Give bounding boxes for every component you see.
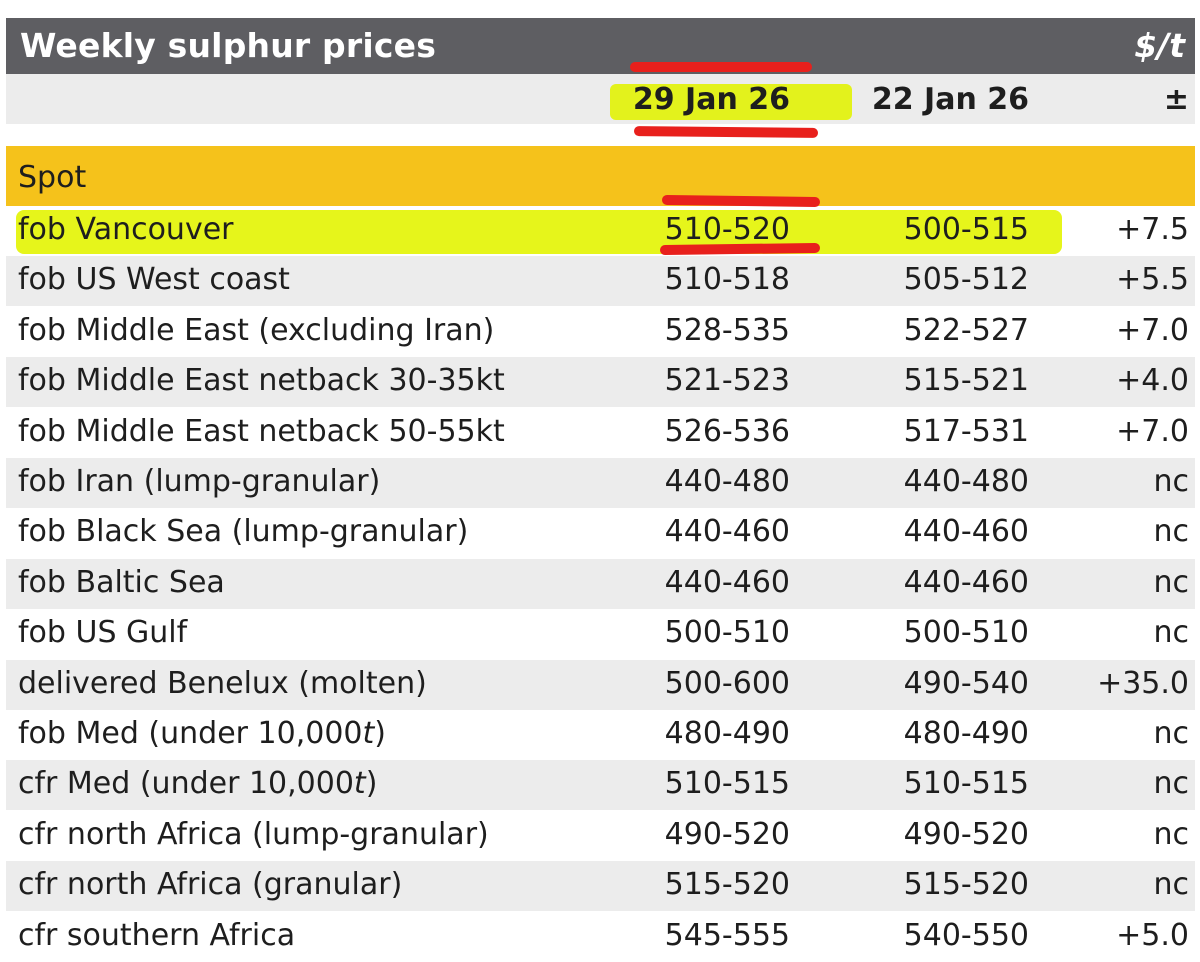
row-previous-price: 490-520 [903,816,1029,852]
table-row: fob Middle East netback 50-55kt 526-536 51… [6,407,1195,458]
row-change: +7.5 [1116,212,1189,247]
row-name: fob Black Sea (lump-granular) [18,514,469,550]
table-unit: $/t [1134,26,1185,65]
column-header-previous: 22 Jan 26 [871,82,1029,117]
row-current-price: 440-480 [664,464,790,499]
row-change: nc [1153,464,1189,499]
date-header-row [6,74,1195,124]
table-row: cfr southern Africa 545-555 540-550 +5.0 [6,911,1195,962]
table-row: fob US West coast 510-518 505-512 +5.5 [6,256,1195,307]
row-current-price: 526-536 [664,413,790,449]
row-previous-price: 480-490 [903,716,1029,751]
row-previous-price: 540-550 [903,917,1029,953]
row-current-price: 510-520 [664,212,790,247]
table-row: cfr north Africa (granular) 515-520 515-52… [6,861,1195,912]
row-name: cfr north Africa (granular) [18,867,403,903]
row-current-price: 528-535 [664,312,790,348]
row-highlight [16,210,1062,254]
row-name: cfr Med (under 10,000t) [18,766,378,802]
section-label: Spot [18,160,87,195]
row-change: nc [1153,867,1189,903]
row-previous-price: 440-460 [903,564,1029,600]
row-change: +5.5 [1116,262,1189,298]
row-current-price: 480-490 [664,716,790,751]
row-change: +7.0 [1116,413,1189,449]
row-current-price: 515-520 [664,867,790,903]
table-row: cfr Med (under 10,000t) 510-515 510-515 nc [6,760,1195,811]
row-change: nc [1153,615,1189,651]
column-header-current: 29 Jan 26 [632,82,790,117]
row-change: +4.0 [1116,363,1189,399]
row-name: cfr north Africa (lump-granular) [18,816,489,852]
row-name: fob Med (under 10,000t) [18,716,386,751]
row-name: fob Middle East netback 50-55kt [18,413,505,449]
column-header-change: ± [1163,82,1189,117]
row-previous-price: 517-531 [903,413,1029,449]
table-row: fob Med (under 10,000t) 480-490 480-490 nc [6,710,1195,760]
table-row: delivered Benelux (molten) 500-600 490-540… [6,659,1195,710]
row-current-price: 510-515 [664,766,790,802]
row-current-price: 500-600 [664,665,790,701]
row-change: nc [1153,716,1189,751]
red-underline-mark [630,62,812,72]
red-underline-mark [633,126,819,138]
row-previous-price: 515-520 [903,867,1029,903]
table-row: fob Middle East netback 30-35kt 521-523 51… [6,357,1195,408]
table-row: fob Baltic Sea 440-460 440-460 nc [6,558,1195,609]
row-name: delivered Benelux (molten) [18,665,427,701]
row-name: fob US Gulf [18,615,188,651]
row-previous-price: 515-521 [903,363,1029,399]
table-row: cfr north Africa (lump-granular) 490-520 4… [6,810,1195,861]
date-header-labels: 29 Jan 26 22 Jan 26 ± [6,74,1195,124]
row-name: cfr southern Africa [18,917,296,953]
row-change: nc [1153,816,1189,852]
row-change: +5.0 [1116,917,1189,953]
row-previous-price: 440-460 [903,514,1029,550]
row-previous-price: 490-540 [903,665,1029,701]
date-highlight [610,84,852,120]
spacer [6,124,1195,146]
row-change: nc [1153,514,1189,550]
section-header-spot: Spot [6,146,1195,206]
row-previous-price: 500-510 [903,615,1029,651]
row-previous-price: 500-515 [903,212,1029,247]
row-change: +7.0 [1116,312,1189,348]
row-change: +35.0 [1097,665,1189,701]
row-current-price: 440-460 [664,564,790,600]
row-previous-price: 505-512 [903,262,1029,298]
row-name: fob Vancouver [18,212,234,247]
row-current-price: 440-460 [664,514,790,550]
table-row: fob Black Sea (lump-granular) 440-460 440-… [6,508,1195,559]
row-previous-price: 522-527 [903,312,1029,348]
table-row: fob Iran (lump-granular) 440-480 440-480 nc [6,458,1195,508]
row-name: fob US West coast [18,262,290,298]
row-name: fob Middle East netback 30-35kt [18,363,505,399]
row-current-price: 510-518 [664,262,790,298]
row-previous-price: 510-515 [903,766,1029,802]
row-name: fob Middle East (excluding Iran) [18,312,495,348]
row-name: fob Baltic Sea [18,564,225,600]
row-current-price: 545-555 [664,917,790,953]
row-name: fob Iran (lump-granular) [18,464,381,499]
table-title: Weekly sulphur prices [20,26,437,65]
row-change: nc [1153,766,1189,802]
table-row: fob Vancouver 510-520 500-515 +7.5 [6,206,1195,256]
row-current-price: 521-523 [664,363,790,399]
row-previous-price: 440-480 [903,464,1029,499]
sulphur-price-table: Weekly sulphur prices $/t 29 Jan 26 22 J… [6,6,1195,962]
table-title-bar: Weekly sulphur prices $/t [6,18,1195,74]
row-change: nc [1153,564,1189,600]
row-current-price: 490-520 [664,816,790,852]
table-row: fob Middle East (excluding Iran) 528-535 5… [6,306,1195,357]
row-current-price: 500-510 [664,615,790,651]
table-row: fob US Gulf 500-510 500-510 nc [6,609,1195,660]
